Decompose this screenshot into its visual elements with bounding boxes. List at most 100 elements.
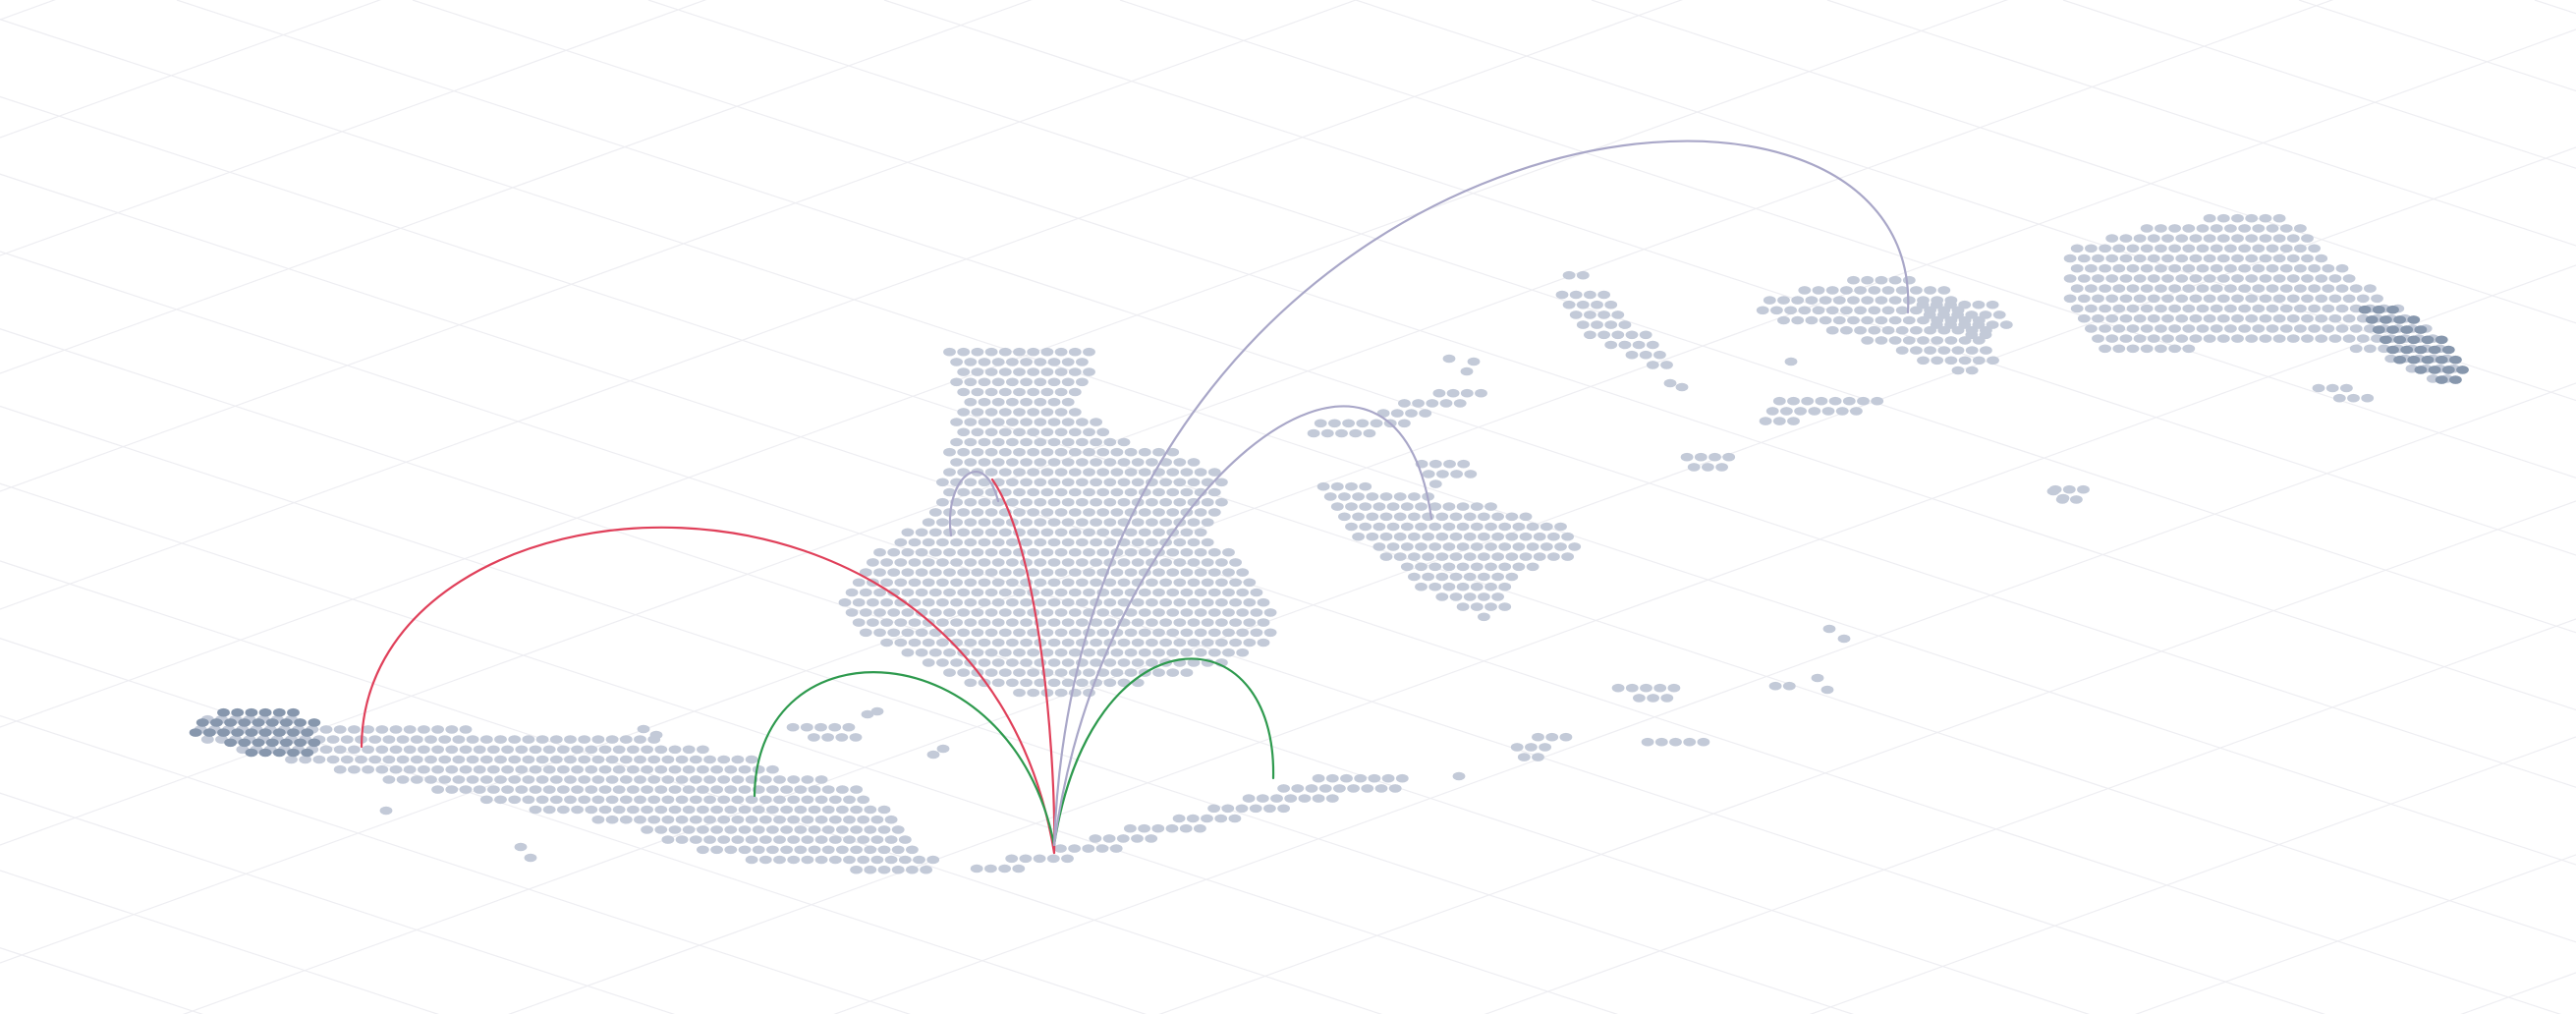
land-dot [1146,618,1158,627]
land-dot [845,608,859,617]
land-dot [1291,784,1305,793]
land-dot [1633,694,1646,703]
land-dot [2308,244,2322,254]
land-dot [1277,784,1290,793]
land-dot [1020,377,1033,387]
land-dot [752,825,765,834]
land-dot [745,855,758,865]
land-dot [697,764,709,774]
land-dot [950,418,963,426]
grid-line [0,0,20,1014]
land-dot [1944,320,1957,329]
land-dot [2126,244,2140,254]
land-dot [1124,823,1137,833]
land-dot [738,805,752,815]
land-dot [1811,673,1824,683]
land-dot [1415,502,1428,511]
land-dot [619,775,633,784]
land-dot [928,528,942,537]
land-dot [838,597,852,607]
land-dot [515,745,529,755]
land-dot [2216,334,2230,343]
land-dot [1787,417,1800,425]
land-dot [1561,532,1574,541]
land-dot [1354,773,1368,783]
land-dot [2356,294,2370,304]
land-dot [801,855,814,865]
land-dot [514,842,528,852]
land-dot [2259,294,2272,304]
land-dot [2335,324,2349,333]
land-dot [1460,366,1474,376]
land-dot [2231,213,2244,223]
land-dot [1408,512,1421,522]
land-dot [410,755,423,764]
land-dot [950,658,963,667]
land-dot [605,775,619,784]
land-dot [2133,313,2147,323]
land-dot [1660,361,1673,369]
land-dot [1916,300,1930,310]
land-dot [348,764,361,774]
land-dot [850,785,863,794]
land-dot [850,825,863,834]
land-dot [1068,468,1082,477]
land-dot [2342,334,2356,343]
land-dot [1076,558,1089,567]
land-dot [1902,275,1916,285]
land-dot [2252,284,2266,293]
land-dot [1095,844,1109,853]
land-dot [1083,588,1095,597]
land-dot [758,795,772,805]
land-dot [2133,334,2147,343]
land-dot [794,825,808,834]
land-dot [1117,658,1131,667]
land-dot [1020,478,1033,487]
land-dot [780,805,793,815]
land-dot [1446,388,1460,398]
land-dot [668,825,682,834]
land-dot [814,815,828,824]
land-dot [2356,334,2370,343]
land-dot [821,785,835,794]
land-dot [1152,648,1165,657]
land-dot [1068,844,1081,853]
land-dot [578,735,591,744]
highlight-dot [265,718,279,727]
land-dot [1428,459,1442,469]
land-dot [724,845,738,855]
land-dot [2105,294,2119,304]
land-dot [2252,304,2266,313]
land-dot [780,845,793,855]
land-dot [634,735,646,744]
land-dot [2140,344,2154,354]
land-dot [1124,547,1138,557]
land-dot [1875,296,1888,305]
land-dot [1034,397,1047,407]
land-dot [2133,294,2147,304]
land-dot [1117,638,1131,648]
land-dot [571,764,584,774]
highlight-dot [2386,345,2399,355]
land-dot [1330,502,1344,511]
land-dot [1449,572,1463,582]
land-dot [1987,356,1999,366]
land-dot [1832,315,1846,325]
land-dot [2294,324,2307,333]
land-dot [1006,597,1019,607]
land-dot [627,745,640,755]
land-dot [382,755,396,764]
land-dot [1453,399,1467,408]
land-dot [2301,334,2314,343]
land-dot [1152,588,1165,597]
highlight-dot [2435,335,2448,345]
land-dot [1034,658,1047,667]
land-dot [1801,396,1815,406]
land-dot [984,864,997,873]
land-dot [2315,294,2328,304]
land-dot [984,528,998,537]
land-dot [2238,224,2252,233]
land-dot [943,608,956,617]
land-dot [605,795,619,805]
